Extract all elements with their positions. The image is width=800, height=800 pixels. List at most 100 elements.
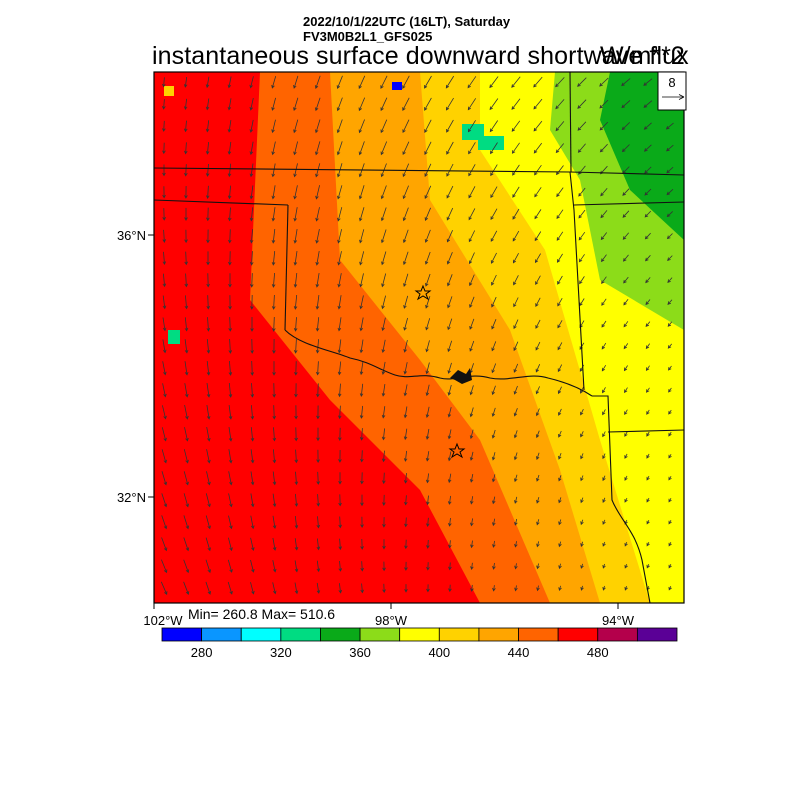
colorbar-swatch	[597, 627, 638, 642]
main-title: instantaneous surface downward shortwave…	[152, 42, 689, 70]
wind-vector	[511, 76, 521, 88]
wind-vector	[381, 251, 387, 266]
wind-vector	[624, 431, 628, 437]
wind-vector	[601, 254, 607, 263]
lake-texoma	[450, 368, 472, 384]
lat-label-32n: 32°N	[117, 490, 146, 505]
wind-vector	[536, 541, 540, 548]
wind-vector	[491, 452, 496, 461]
wind-vector	[511, 120, 521, 132]
wind-vector	[161, 537, 168, 552]
wind-vector	[403, 295, 409, 309]
wind-vector	[578, 209, 586, 219]
wind-vector	[599, 143, 608, 153]
wind-vector	[602, 519, 606, 525]
wind-vector	[338, 583, 343, 594]
wind-vector	[468, 142, 476, 155]
wind-vector	[402, 97, 410, 111]
wind-vector	[580, 585, 584, 591]
wind-vector	[580, 563, 584, 569]
wind-vector	[558, 541, 562, 548]
wind-vector	[558, 430, 562, 438]
wind-vector	[205, 493, 211, 508]
wind-vector	[490, 186, 498, 199]
wind-vector	[536, 452, 540, 460]
wind-vector	[469, 429, 474, 440]
wind-vector	[646, 542, 650, 547]
field-band-8	[600, 72, 684, 240]
wind-vector	[404, 584, 408, 593]
wind-vector	[358, 119, 365, 134]
wind-vector	[577, 143, 586, 153]
wind-vector	[577, 77, 587, 87]
wind-vector	[359, 361, 364, 376]
wind-vector	[425, 318, 431, 331]
wind-vector	[425, 451, 430, 462]
wind-vector	[446, 230, 453, 243]
wind-vector	[293, 317, 298, 332]
wind-vector	[336, 119, 343, 134]
wind-vector	[467, 120, 476, 133]
wind-vector	[514, 563, 518, 570]
wind-vector	[622, 210, 630, 218]
wind-vector	[183, 493, 189, 508]
wind-vector	[403, 450, 408, 462]
wind-vector	[381, 384, 386, 397]
wind-vector	[404, 495, 408, 506]
boundary-panhandle-north	[154, 199, 289, 206]
wind-vector	[602, 563, 606, 569]
wind-vector	[446, 119, 454, 133]
wind-vector	[206, 383, 211, 398]
wind-vector	[646, 497, 650, 503]
wind-vector	[271, 251, 276, 266]
colorbar-labels: 280 320 360 400 440 480	[191, 645, 609, 660]
wind-vector	[336, 141, 343, 156]
wind-vector	[183, 471, 189, 486]
wind-vector	[447, 429, 452, 440]
wind-vector	[621, 100, 631, 109]
wind-vector	[228, 449, 233, 464]
wind-vector	[490, 230, 498, 242]
wind-vector	[359, 317, 364, 332]
wind-vector	[162, 317, 167, 332]
wind-vector	[272, 493, 277, 508]
wind-vector	[316, 494, 320, 507]
wind-vector	[250, 427, 255, 442]
wind-vector	[511, 98, 521, 110]
colorbar-swatch	[636, 627, 678, 642]
wind-vector	[272, 471, 277, 486]
wind-vector	[184, 427, 189, 442]
wind-vector	[623, 365, 628, 372]
wind-vector	[556, 187, 564, 198]
wind-vector	[294, 449, 299, 464]
wind-vector	[470, 518, 474, 527]
wind-vector	[448, 562, 452, 571]
wind-vector	[447, 451, 452, 462]
wind-vector	[447, 384, 452, 396]
wind-vector	[250, 493, 255, 508]
wind-vector	[490, 164, 498, 177]
wind-vector	[184, 383, 189, 398]
wind-vector	[249, 251, 254, 266]
wind-vector	[360, 583, 364, 594]
wind-vector	[511, 142, 520, 154]
wind-vector	[358, 97, 366, 112]
wind-vector	[338, 494, 342, 507]
wind-vector	[162, 99, 166, 110]
city-marker-star	[448, 442, 466, 459]
wind-vector	[161, 559, 168, 574]
wind-vector	[535, 341, 541, 351]
wind-vector	[446, 141, 454, 155]
wind-vector	[272, 405, 276, 420]
wind-vector	[184, 207, 188, 221]
wind-vector	[578, 231, 586, 241]
wind-vector	[228, 251, 232, 266]
wind-vector	[491, 296, 497, 308]
colorbar-tick-label: 440	[508, 645, 530, 660]
wind-vector	[558, 475, 562, 482]
wind-vector	[424, 229, 431, 243]
wind-vector	[337, 383, 342, 398]
wind-vector	[535, 319, 541, 329]
wind-vector	[316, 471, 320, 485]
wind-vector	[294, 560, 299, 573]
